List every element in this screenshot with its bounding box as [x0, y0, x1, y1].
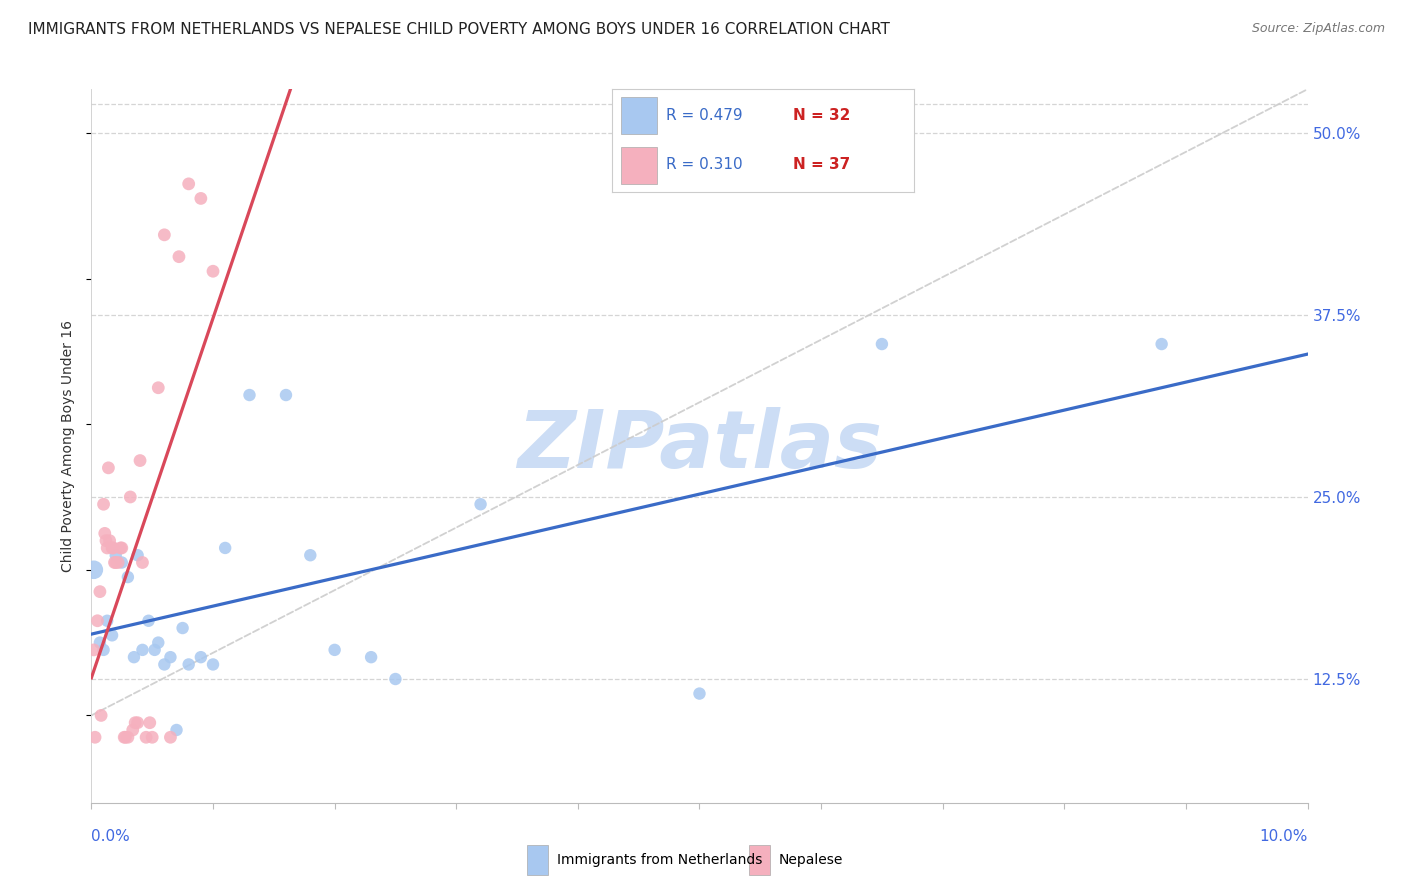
Point: [120, 490, 142, 504]
Y-axis label: Child Poverty Among Boys Under 16: Child Poverty Among Boys Under 16: [62, 320, 76, 572]
Point: [117, 570, 139, 584]
Point: [89, 584, 111, 599]
Text: IMMIGRANTS FROM NETHERLANDS VS NEPALESE CHILD POVERTY AMONG BOYS UNDER 16 CORREL: IMMIGRANTS FROM NETHERLANDS VS NEPALESE …: [28, 22, 890, 37]
Text: 0.0%: 0.0%: [91, 830, 131, 844]
Point: [103, 556, 125, 570]
Point: [143, 643, 166, 657]
Point: [148, 635, 170, 649]
Point: [470, 497, 492, 511]
Point: [101, 541, 124, 555]
Point: [148, 381, 170, 395]
Point: [202, 657, 225, 672]
Point: [190, 191, 212, 205]
Point: [96, 614, 118, 628]
Point: [274, 388, 297, 402]
Point: [111, 556, 134, 570]
Text: 10.0%: 10.0%: [1260, 830, 1308, 844]
Point: [153, 657, 176, 672]
Point: [167, 250, 190, 264]
Point: [159, 731, 181, 745]
Point: [117, 731, 139, 745]
Point: [129, 453, 152, 467]
Text: Source: ZipAtlas.com: Source: ZipAtlas.com: [1251, 22, 1385, 36]
Point: [139, 715, 162, 730]
Point: [153, 227, 176, 242]
Point: [96, 541, 118, 555]
Point: [688, 687, 710, 701]
Point: [94, 526, 117, 541]
Point: [131, 643, 153, 657]
Point: [141, 731, 163, 745]
Text: Immigrants from Netherlands: Immigrants from Netherlands: [557, 853, 762, 867]
Point: [84, 731, 107, 745]
Bar: [527, 845, 548, 875]
Point: [110, 541, 132, 555]
Point: [107, 556, 129, 570]
Point: [86, 614, 108, 628]
Point: [323, 643, 346, 657]
Point: [138, 614, 160, 628]
Text: N = 32: N = 32: [793, 108, 851, 123]
Point: [93, 643, 115, 657]
Point: [93, 497, 115, 511]
Point: [131, 556, 153, 570]
Point: [89, 635, 111, 649]
Point: [104, 548, 127, 562]
Point: [83, 563, 105, 577]
Text: ZIPatlas: ZIPatlas: [517, 407, 882, 485]
Point: [83, 643, 105, 657]
Point: [177, 657, 200, 672]
Point: [111, 541, 134, 555]
Point: [177, 177, 200, 191]
Point: [94, 533, 117, 548]
Point: [190, 650, 212, 665]
Point: [112, 731, 135, 745]
Point: [299, 548, 322, 562]
Point: [104, 556, 127, 570]
Point: [101, 628, 124, 642]
Bar: [620, 146, 657, 184]
Point: [127, 715, 149, 730]
Point: [121, 723, 143, 737]
Point: [135, 731, 157, 745]
Point: [90, 708, 112, 723]
Text: R = 0.479: R = 0.479: [666, 108, 742, 123]
Text: Nepalese: Nepalese: [779, 853, 842, 867]
Point: [172, 621, 194, 635]
Point: [202, 264, 225, 278]
Point: [103, 541, 125, 555]
Bar: [749, 845, 770, 875]
Text: N = 37: N = 37: [793, 157, 851, 171]
Point: [166, 723, 188, 737]
Point: [159, 650, 181, 665]
Point: [384, 672, 406, 686]
Point: [122, 650, 145, 665]
Point: [1150, 337, 1173, 351]
Point: [97, 460, 120, 475]
Point: [98, 533, 121, 548]
Point: [360, 650, 382, 665]
Point: [124, 715, 146, 730]
Point: [114, 731, 136, 745]
Point: [870, 337, 893, 351]
Point: [214, 541, 236, 555]
Text: R = 0.310: R = 0.310: [666, 157, 742, 171]
Point: [238, 388, 260, 402]
Point: [127, 548, 149, 562]
Bar: [620, 97, 657, 135]
